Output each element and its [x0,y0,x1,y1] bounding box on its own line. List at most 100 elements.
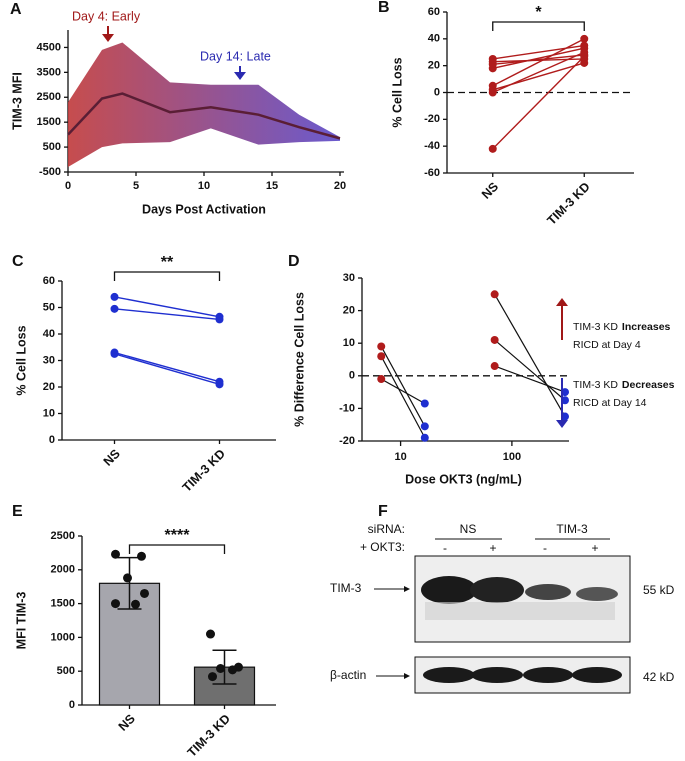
y-tick-label: -60 [424,167,440,179]
data-point [110,292,119,301]
treatment-label: - [543,541,547,555]
data-point [580,34,589,43]
panel-letter: E [12,503,23,520]
y-tick-label: 40 [43,328,55,340]
y-tick-label: 4500 [37,41,61,53]
y-tick-label: 10 [343,337,355,349]
band-label: TIM-3 [330,581,362,595]
data-point [488,144,497,153]
panel-letter: A [10,1,22,18]
y-axis-label: TIM-3 MFI [10,72,24,130]
pair-line [492,62,585,91]
x-tick-label: TIM-3 KD [185,712,233,760]
y-tick-label: 1500 [51,598,75,610]
data-point [131,599,140,609]
pair-line [380,346,426,427]
y-tick-label: 40 [428,33,440,45]
y-tick-label: 2000 [51,564,75,576]
y-tick-label: -20 [339,435,355,447]
panel-letter: F [378,503,388,520]
treatment-label: + [489,541,496,555]
x-tick-label: NS [101,447,123,469]
y-tick-label: -40 [424,140,440,152]
x-tick-label: 0 [65,180,71,192]
pair-line [114,308,220,321]
y-tick-label: 60 [43,275,55,287]
data-point [123,573,132,583]
y-tick-label: -20 [424,113,440,125]
data-point [208,672,217,682]
pair-line [114,296,220,318]
y-tick-label: 20 [428,60,440,72]
x-tick-label: NS [116,712,138,734]
data-point [377,342,386,351]
x-tick-label: 100 [503,451,521,463]
x-tick-label: 20 [334,180,346,192]
data-point [420,433,429,442]
data-point [488,54,497,63]
group-label: TIM-3 [556,522,588,536]
y-tick-label: 2500 [37,91,61,103]
y-tick-label: 20 [43,381,55,393]
pair-line [114,351,220,383]
significance-bracket [113,271,221,281]
panel-letter: B [378,0,390,16]
y-tick-label: 3500 [37,66,61,78]
data-point [228,665,237,675]
x-tick-label: 5 [133,180,139,192]
panel-letter: D [288,253,300,270]
x-tick-label: NS [479,180,501,202]
pair-line [492,44,585,60]
significance-label: * [535,4,542,21]
y-axis-label: % Difference Cell Loss [292,292,306,427]
mean-line [67,92,341,140]
y-tick-label: -500 [39,166,61,178]
data-point [110,349,119,358]
data-point [110,304,119,313]
blot-band [572,667,622,683]
data-point [580,54,589,63]
y-tick-label: 0 [349,370,355,382]
western-blot: F siRNA: + OKT3: NS TIM-3 - + - + TIM-3 … [330,503,675,694]
annotation-arrow-head [556,420,568,428]
treatment-label: - [443,541,447,555]
band-size: 55 kD [643,583,675,597]
annotation: RICD at Day 4 [573,339,641,351]
y-tick-label: 50 [43,301,55,313]
significance-label: ** [161,254,174,271]
significance-label: **** [165,527,191,544]
pair-line [380,378,426,405]
y-tick-label: 20 [343,305,355,317]
y-tick-label: -10 [339,402,355,414]
data-point [490,290,499,299]
y-tick-label: 30 [43,354,55,366]
y-tick-label: 0 [69,699,75,711]
y-tick-label: 500 [43,141,61,153]
blot-band [471,667,523,683]
x-tick-label: 15 [266,180,278,192]
data-point [216,663,225,673]
significance-bracket [128,544,226,554]
annotation: TIM-3 KD Increases [573,321,671,333]
y-tick-label: 0 [434,86,440,98]
annotation-arrow-head [556,298,568,306]
blot-smear [425,602,615,620]
blot-band [423,667,475,683]
data-point [490,362,499,371]
row-label: + OKT3: [360,540,405,554]
pair-line [494,365,566,393]
x-tick-label: TIM-3 KD [544,180,592,228]
y-tick-label: 30 [343,272,355,284]
y-axis-label: % Cell Loss [390,57,404,127]
pair-line [494,294,566,417]
y-tick-label: 2500 [51,530,75,542]
y-tick-label: 0 [49,434,55,446]
data-point [420,399,429,408]
pair-line [380,355,426,439]
pair-line [114,353,220,386]
annotation: TIM-3 KD Decreases [573,379,675,391]
x-tick-label: 10 [394,451,406,463]
data-point [488,81,497,90]
